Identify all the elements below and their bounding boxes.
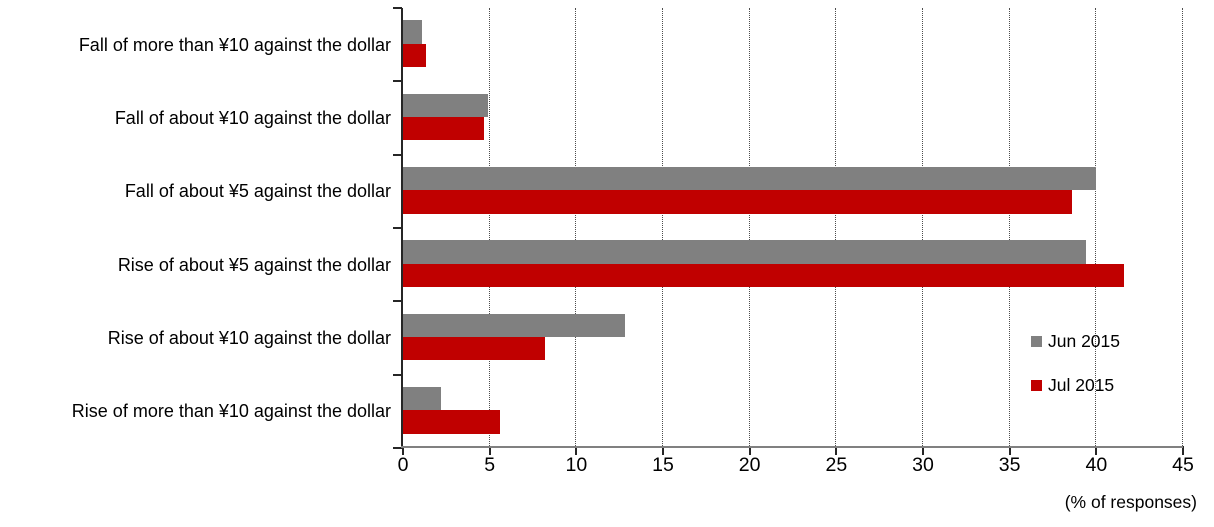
x-axis-tick [1182, 446, 1184, 455]
y-axis-tick [393, 153, 402, 156]
x-tick-label: 10 [565, 454, 588, 476]
x-axis-tick [835, 446, 838, 455]
y-axis-line [401, 8, 403, 448]
category-label: Fall of about ¥10 against the dollar [114, 108, 391, 128]
legend-item-jul-2015: Jul 2015 [1031, 374, 1114, 396]
gridline [748, 8, 750, 448]
x-tick-label: 0 [397, 454, 409, 476]
gridline [662, 8, 663, 448]
legend-label-jun-2015: Jun 2015 [1048, 330, 1121, 351]
y-axis-tick [393, 227, 402, 229]
gridline [488, 8, 490, 448]
x-tick-label: 5 [484, 454, 496, 476]
x-tick-label: 25 [825, 454, 848, 476]
bar-jul-2015 [403, 43, 426, 67]
legend-label-jul-2015: Jul 2015 [1048, 374, 1115, 395]
x-axis-tick [488, 446, 491, 455]
bar-jun-2015 [403, 313, 625, 337]
gridline [1182, 8, 1183, 448]
bar-jun-2015 [403, 240, 1086, 264]
x-tick-label: 35 [998, 454, 1021, 476]
category-label: Rise of about ¥10 against the dollar [107, 328, 391, 348]
bar-jul-2015 [403, 336, 546, 361]
bar-jul-2015 [403, 116, 485, 141]
gridline [1095, 8, 1097, 448]
y-axis-tick [393, 447, 402, 449]
y-axis-tick [393, 373, 402, 376]
x-tick-label: 40 [1085, 454, 1108, 476]
gridline [835, 8, 837, 448]
x-axis-tick [402, 446, 404, 455]
gridline [922, 8, 923, 448]
category-label: Rise of more than ¥10 against the dollar [71, 401, 391, 422]
y-axis-tick [393, 80, 402, 83]
legend-item-jun-2015: Jun 2015 [1031, 330, 1120, 352]
bar-jun-2015 [403, 20, 423, 44]
x-tick-label: 15 [652, 454, 674, 476]
y-axis-tick [393, 7, 402, 9]
bar-jul-2015 [403, 190, 1073, 214]
x-axis-tick [1008, 446, 1011, 455]
category-label: Rise of about ¥5 against the dollar [117, 254, 391, 275]
legend-swatch-jul-2015 [1031, 379, 1042, 391]
legend-swatch-jun-2015 [1031, 335, 1042, 347]
category-label: Fall of more than ¥10 against the dollar [78, 34, 391, 55]
bar-jun-2015 [403, 386, 442, 411]
gridline [575, 8, 577, 448]
bar-jun-2015 [403, 166, 1097, 191]
category-label: Fall of about ¥5 against the dollar [124, 181, 391, 202]
y-axis-tick [393, 300, 402, 303]
x-tick-label: 45 [1172, 454, 1194, 476]
x-axis-tick [662, 446, 664, 455]
gridline [1008, 8, 1010, 448]
x-tick-label: 30 [912, 454, 934, 476]
x-axis-tick [922, 446, 924, 455]
x-tick-label: 20 [738, 454, 761, 476]
x-axis-tick [1095, 446, 1098, 455]
x-axis-unit-label: (% of responses) [1064, 492, 1197, 512]
x-axis-line [401, 446, 1183, 448]
bar-jul-2015 [403, 410, 501, 434]
bar-jul-2015 [403, 263, 1125, 287]
x-axis-tick [575, 446, 578, 455]
bar-jun-2015 [403, 93, 488, 117]
x-axis-tick [748, 446, 751, 455]
